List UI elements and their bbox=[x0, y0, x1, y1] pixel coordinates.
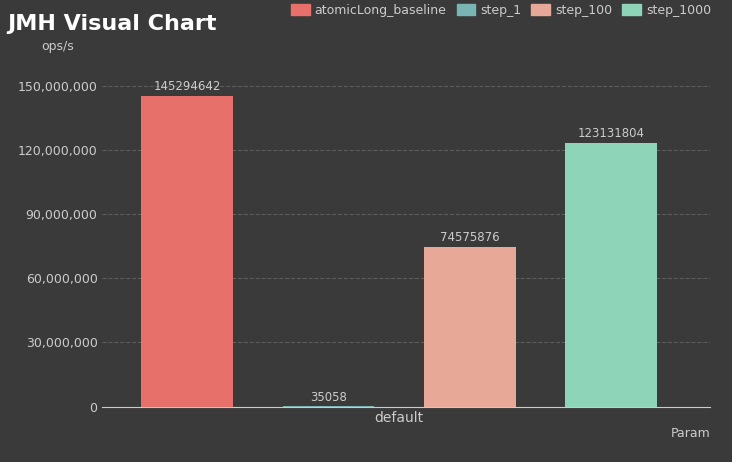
Text: JMH Visual Chart: JMH Visual Chart bbox=[7, 14, 217, 34]
Text: 74575876: 74575876 bbox=[440, 231, 500, 244]
Bar bbox=[141, 96, 234, 407]
Text: Param: Param bbox=[671, 427, 710, 440]
Text: 145294642: 145294642 bbox=[154, 80, 221, 93]
Bar bbox=[565, 143, 657, 407]
Text: 35058: 35058 bbox=[310, 391, 347, 404]
Text: ops/s: ops/s bbox=[42, 40, 75, 53]
Bar bbox=[424, 247, 516, 407]
Text: 123131804: 123131804 bbox=[578, 128, 645, 140]
Legend: atomicLong_baseline, step_1, step_100, step_1000: atomicLong_baseline, step_1, step_100, s… bbox=[291, 4, 712, 17]
